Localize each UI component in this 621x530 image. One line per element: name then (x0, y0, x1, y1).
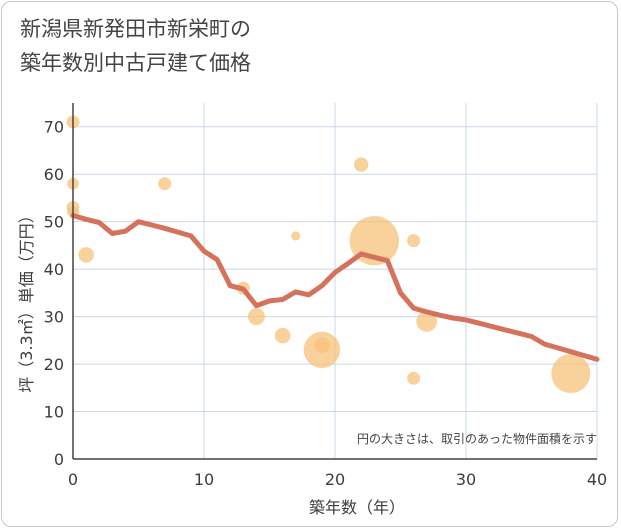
y-tick-label: 50 (44, 213, 64, 232)
data-point (416, 310, 438, 332)
chart-title: 新潟県新発田市新栄町の 築年数別中古戸建て価格 (20, 12, 251, 80)
x-tick-label: 0 (68, 470, 78, 489)
data-point (551, 354, 591, 394)
data-point (78, 247, 94, 263)
chart-note: 円の大きさは、取引のあった物件面積を示す (357, 431, 597, 446)
y-tick-label: 10 (44, 403, 64, 422)
y-tick-label: 0 (54, 450, 64, 469)
data-point (274, 327, 291, 344)
axes: 0 10 20 30 40 50 60 70 0 10 20 30 40 (44, 103, 607, 489)
x-tick-label: 30 (456, 470, 476, 489)
data-point (314, 337, 330, 353)
data-point (158, 177, 172, 191)
y-tick-label: 30 (44, 308, 64, 327)
y-tick-label: 70 (44, 118, 64, 137)
y-axis-label: 坪（3.3㎡）単価（万円） (17, 207, 36, 392)
data-point (407, 371, 421, 385)
y-tick-label: 60 (44, 165, 64, 184)
data-point (354, 157, 369, 172)
x-axis-label: 築年数（年） (309, 498, 405, 517)
bubble-series (66, 115, 591, 394)
trend-line (70, 213, 600, 362)
chart-title-line-1: 新潟県新発田市新栄町の (20, 17, 251, 41)
line-series (70, 213, 600, 362)
chart-title-line-2: 築年数別中古戸建て価格 (20, 51, 251, 75)
y-tick-label: 20 (44, 355, 64, 374)
x-tick-label: 20 (325, 470, 345, 489)
data-point (407, 234, 421, 248)
data-point (247, 308, 265, 326)
y-tick-label: 40 (44, 260, 64, 279)
data-point (291, 231, 301, 241)
x-tick-label: 10 (194, 470, 214, 489)
x-tick-label: 40 (587, 470, 607, 489)
grid (73, 103, 598, 459)
